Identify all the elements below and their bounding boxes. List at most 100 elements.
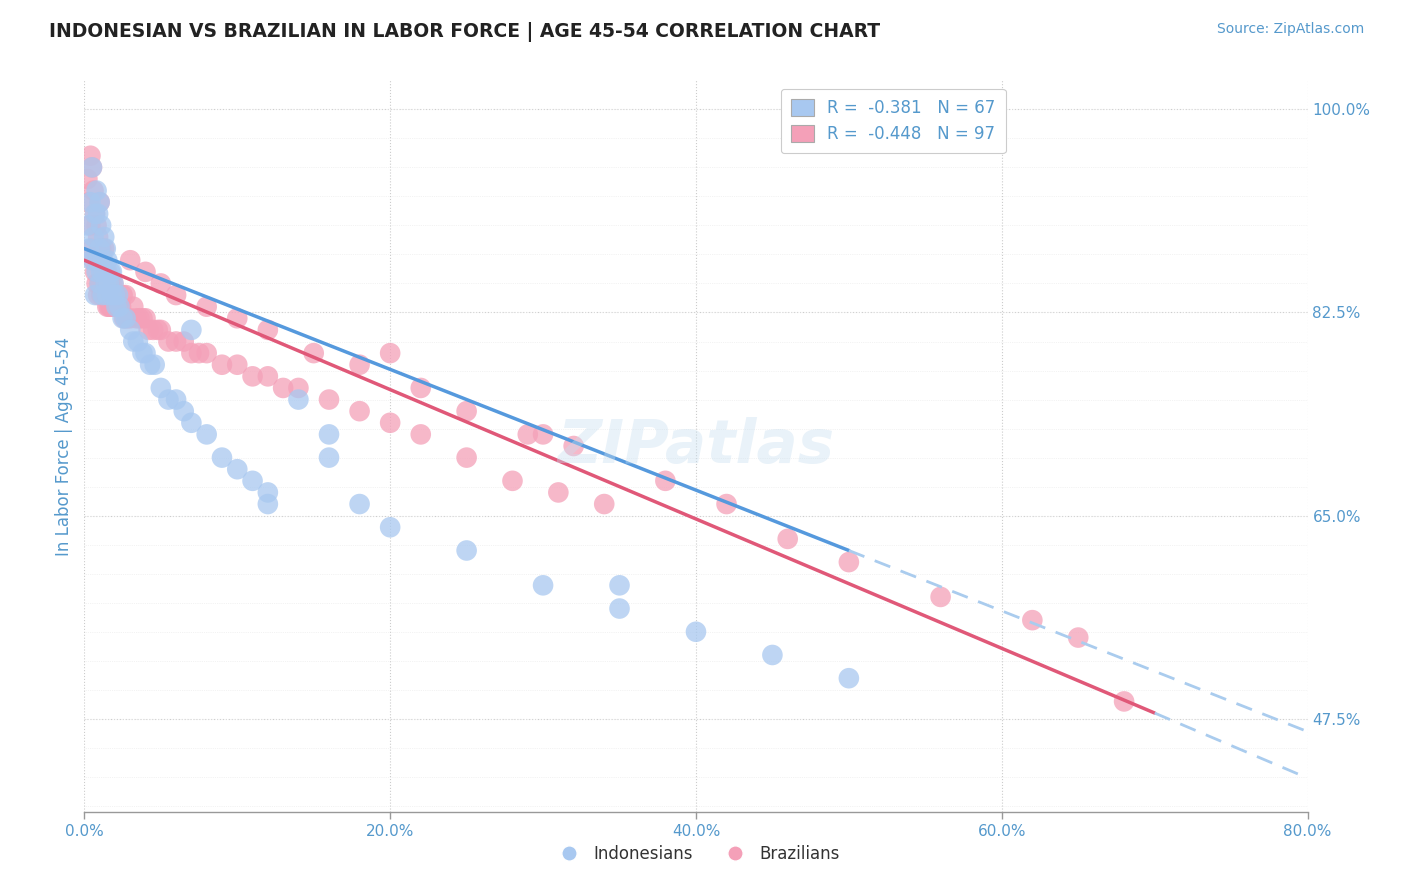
Point: [84, 265, 107, 279]
Point: [685, 624, 707, 639]
Point: [120, 253, 142, 268]
Point: [115, 311, 138, 326]
Text: ZIPatlas: ZIPatlas: [557, 417, 835, 475]
Point: [654, 474, 676, 488]
Point: [83, 230, 105, 244]
Point: [318, 392, 340, 407]
Point: [87, 230, 110, 244]
Point: [149, 323, 172, 337]
Point: [101, 265, 124, 279]
Point: [165, 392, 187, 407]
Point: [86, 265, 108, 279]
Point: [1067, 631, 1090, 645]
Point: [104, 288, 127, 302]
Point: [89, 242, 111, 256]
Point: [93, 242, 115, 256]
Point: [257, 497, 280, 511]
Point: [93, 230, 115, 244]
Point: [89, 277, 111, 291]
Point: [349, 358, 371, 372]
Point: [131, 311, 153, 326]
Point: [188, 346, 211, 360]
Point: [103, 300, 125, 314]
Point: [89, 242, 111, 256]
Point: [409, 381, 432, 395]
Point: [84, 207, 107, 221]
Point: [287, 381, 309, 395]
Point: [77, 242, 100, 256]
Point: [547, 485, 569, 500]
Point: [157, 392, 180, 407]
Point: [226, 311, 249, 326]
Point: [173, 334, 195, 349]
Point: [98, 277, 121, 291]
Point: [79, 195, 101, 210]
Point: [91, 253, 114, 268]
Point: [86, 277, 108, 291]
Point: [562, 439, 585, 453]
Point: [105, 288, 128, 302]
Point: [135, 346, 157, 360]
Point: [146, 323, 169, 337]
Point: [83, 184, 105, 198]
Point: [101, 300, 124, 314]
Point: [80, 253, 103, 268]
Point: [195, 300, 218, 314]
Point: [79, 149, 101, 163]
Point: [94, 288, 117, 302]
Point: [609, 578, 631, 592]
Point: [142, 323, 165, 337]
Point: [101, 288, 124, 302]
Point: [409, 427, 432, 442]
Point: [380, 520, 402, 534]
Point: [122, 300, 145, 314]
Point: [90, 242, 112, 256]
Point: [96, 288, 118, 302]
Y-axis label: In Labor Force | Age 45-54: In Labor Force | Age 45-54: [55, 336, 73, 556]
Point: [80, 242, 103, 256]
Point: [776, 532, 799, 546]
Point: [90, 219, 112, 233]
Point: [349, 404, 371, 418]
Point: [96, 300, 118, 314]
Point: [302, 346, 325, 360]
Point: [125, 311, 148, 326]
Point: [609, 601, 631, 615]
Point: [105, 300, 128, 314]
Point: [93, 265, 115, 279]
Text: INDONESIAN VS BRAZILIAN IN LABOR FORCE | AGE 45-54 CORRELATION CHART: INDONESIAN VS BRAZILIAN IN LABOR FORCE |…: [49, 22, 880, 42]
Point: [211, 450, 233, 465]
Point: [143, 358, 166, 372]
Point: [157, 334, 180, 349]
Point: [112, 311, 135, 326]
Point: [97, 277, 120, 291]
Point: [195, 427, 218, 442]
Point: [107, 300, 129, 314]
Point: [91, 253, 114, 268]
Point: [516, 427, 538, 442]
Point: [80, 161, 103, 175]
Point: [716, 497, 738, 511]
Point: [180, 323, 202, 337]
Point: [180, 346, 202, 360]
Point: [96, 253, 118, 268]
Point: [127, 334, 149, 349]
Point: [96, 265, 118, 279]
Point: [94, 242, 117, 256]
Point: [380, 416, 402, 430]
Point: [456, 450, 478, 465]
Point: [86, 219, 108, 233]
Point: [77, 195, 100, 210]
Point: [98, 300, 121, 314]
Point: [84, 207, 107, 221]
Point: [138, 323, 160, 337]
Point: [114, 311, 136, 326]
Point: [76, 172, 98, 186]
Point: [165, 334, 187, 349]
Point: [89, 195, 111, 210]
Point: [101, 277, 124, 291]
Point: [502, 474, 524, 488]
Point: [456, 404, 478, 418]
Point: [91, 288, 114, 302]
Point: [122, 334, 145, 349]
